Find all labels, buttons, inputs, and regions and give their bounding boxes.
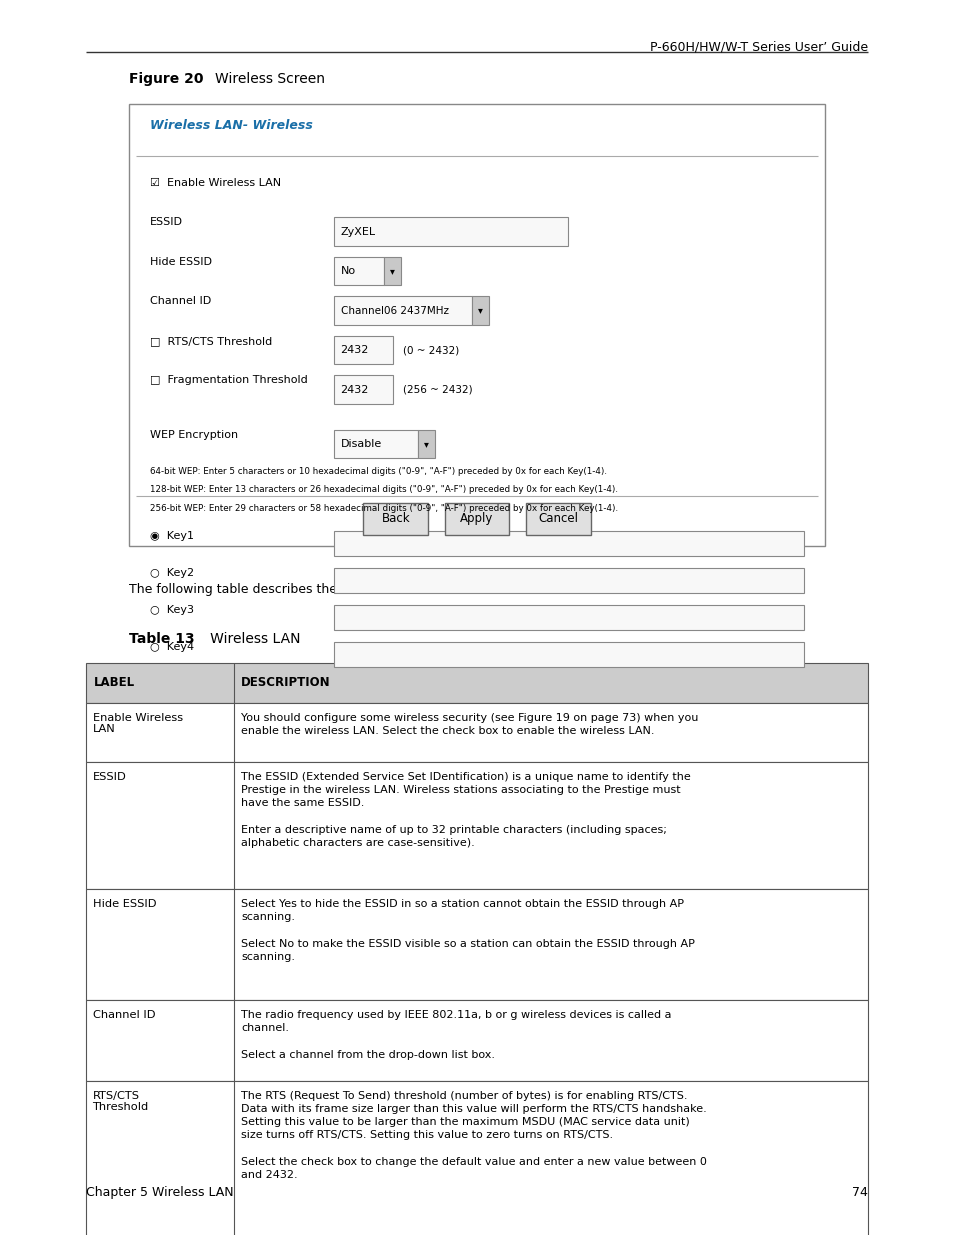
Text: Hide ESSID: Hide ESSID <box>150 257 212 267</box>
Bar <box>383 257 400 285</box>
Bar <box>334 257 383 285</box>
Bar <box>363 503 428 535</box>
Text: Channel ID: Channel ID <box>92 1010 155 1020</box>
Text: The ESSID (Extended Service Set IDentification) is a unique name to identify the: The ESSID (Extended Service Set IDentifi… <box>241 772 690 848</box>
Text: The RTS (Request To Send) threshold (number of bytes) is for enabling RTS/CTS.
D: The RTS (Request To Send) threshold (num… <box>241 1091 706 1179</box>
Text: Wireless Screen: Wireless Screen <box>214 72 324 85</box>
Text: □  RTS/CTS Threshold: □ RTS/CTS Threshold <box>150 336 272 346</box>
Bar <box>334 568 803 593</box>
Text: ◉  Key1: ◉ Key1 <box>150 531 193 541</box>
Text: 256-bit WEP: Enter 29 characters or 58 hexadecimal digits ("0-9", "A-F") precede: 256-bit WEP: Enter 29 characters or 58 h… <box>150 504 618 513</box>
Bar <box>334 375 393 404</box>
Text: ▾: ▾ <box>477 305 483 316</box>
Text: (0 ~ 2432): (0 ~ 2432) <box>402 345 458 356</box>
Bar <box>417 430 435 458</box>
Text: Select Yes to hide the ESSID in so a station cannot obtain the ESSID through AP
: Select Yes to hide the ESSID in so a sta… <box>241 899 695 962</box>
Text: ▾: ▾ <box>423 438 429 450</box>
Text: ○  Key4: ○ Key4 <box>150 642 193 652</box>
Bar <box>86 1081 867 1235</box>
Text: Chapter 5 Wireless LAN: Chapter 5 Wireless LAN <box>86 1186 233 1199</box>
Text: Channel06 2437MHz: Channel06 2437MHz <box>340 305 448 316</box>
Bar <box>86 703 867 762</box>
Text: You should configure some wireless security (see Figure 19 on page 73) when you
: You should configure some wireless secur… <box>241 713 698 736</box>
Bar <box>472 296 489 325</box>
Text: ▾: ▾ <box>389 266 395 277</box>
Bar <box>334 296 472 325</box>
Text: WEP Encryption: WEP Encryption <box>150 430 237 440</box>
Text: ESSID: ESSID <box>92 772 126 782</box>
Text: DESCRIPTION: DESCRIPTION <box>241 677 331 689</box>
Text: Figure 20: Figure 20 <box>129 72 203 85</box>
Bar <box>525 503 590 535</box>
Text: 2432: 2432 <box>340 384 369 395</box>
Bar <box>334 336 393 364</box>
Bar <box>334 531 803 556</box>
Text: No: No <box>340 266 355 277</box>
Text: LABEL: LABEL <box>93 677 134 689</box>
Text: Apply: Apply <box>460 513 493 525</box>
Text: Channel ID: Channel ID <box>150 296 211 306</box>
Text: ZyXEL: ZyXEL <box>340 226 375 237</box>
Text: 2432: 2432 <box>340 345 369 356</box>
Text: P-660H/HW/W-T Series User’ Guide: P-660H/HW/W-T Series User’ Guide <box>649 41 867 54</box>
Text: Disable: Disable <box>340 438 381 450</box>
Bar <box>129 104 824 546</box>
Bar <box>334 430 417 458</box>
Text: Enable Wireless
LAN: Enable Wireless LAN <box>92 713 182 734</box>
Text: □  Fragmentation Threshold: □ Fragmentation Threshold <box>150 375 307 385</box>
Text: The following table describes the labels in this screen.: The following table describes the labels… <box>129 583 469 597</box>
Text: 64-bit WEP: Enter 5 characters or 10 hexadecimal digits ("0-9", "A-F") preceded : 64-bit WEP: Enter 5 characters or 10 hex… <box>150 467 606 475</box>
Text: Back: Back <box>381 513 410 525</box>
Bar <box>86 1000 867 1081</box>
Text: Table 13: Table 13 <box>129 632 194 646</box>
Text: ESSID: ESSID <box>150 217 183 227</box>
Text: ☑  Enable Wireless LAN: ☑ Enable Wireless LAN <box>150 178 280 188</box>
Bar <box>334 642 803 667</box>
Text: Wireless LAN- Wireless: Wireless LAN- Wireless <box>150 119 313 132</box>
Text: Wireless LAN: Wireless LAN <box>197 632 300 646</box>
Text: The radio frequency used by IEEE 802.11a, b or g wireless devices is called a
ch: The radio frequency used by IEEE 802.11a… <box>241 1010 671 1060</box>
Text: ○  Key2: ○ Key2 <box>150 568 193 578</box>
Bar <box>444 503 509 535</box>
Text: 128-bit WEP: Enter 13 characters or 26 hexadecimal digits ("0-9", "A-F") precede: 128-bit WEP: Enter 13 characters or 26 h… <box>150 485 618 494</box>
Bar <box>86 762 867 889</box>
Text: Cancel: Cancel <box>537 513 578 525</box>
Bar <box>334 217 567 246</box>
Bar <box>86 889 867 1000</box>
Bar <box>334 605 803 630</box>
Text: 74: 74 <box>851 1186 867 1199</box>
Text: Hide ESSID: Hide ESSID <box>92 899 156 909</box>
Text: RTS/CTS
Threshold: RTS/CTS Threshold <box>92 1091 149 1112</box>
Text: ○  Key3: ○ Key3 <box>150 605 193 615</box>
Bar <box>86 663 867 703</box>
Text: (256 ~ 2432): (256 ~ 2432) <box>402 384 472 395</box>
